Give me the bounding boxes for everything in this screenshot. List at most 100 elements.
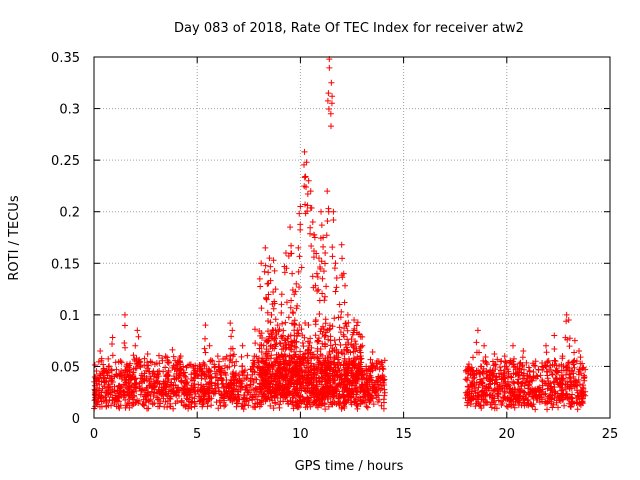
data-point <box>322 371 329 378</box>
data-point <box>544 385 551 392</box>
data-point <box>276 387 283 394</box>
data-point <box>339 350 346 357</box>
data-point <box>493 376 500 383</box>
data-point <box>111 373 118 380</box>
data-point <box>170 405 177 412</box>
data-point <box>296 284 303 291</box>
data-point <box>244 352 251 359</box>
data-point <box>353 372 360 379</box>
data-point <box>278 301 285 308</box>
data-point <box>501 353 508 360</box>
data-point <box>177 353 184 360</box>
data-point <box>321 340 328 347</box>
data-point <box>159 355 166 362</box>
data-point <box>367 385 374 392</box>
data-point <box>232 394 239 401</box>
data-point <box>270 257 277 264</box>
data-point <box>465 361 472 368</box>
data-point <box>314 337 321 344</box>
data-point <box>267 342 274 349</box>
data-point <box>330 208 337 215</box>
data-point <box>151 389 158 396</box>
data-point <box>511 388 518 395</box>
data-point <box>144 365 151 372</box>
data-point <box>324 217 331 224</box>
data-point <box>143 362 150 369</box>
data-point <box>567 379 574 386</box>
data-point <box>303 184 310 191</box>
data-point <box>338 241 345 248</box>
data-point <box>304 396 311 403</box>
data-point <box>314 366 321 373</box>
data-point <box>112 395 119 402</box>
data-point <box>323 378 330 385</box>
data-point <box>262 244 269 251</box>
data-point <box>268 330 275 337</box>
data-point <box>574 406 581 413</box>
data-point <box>360 371 367 378</box>
data-point <box>516 397 523 404</box>
data-point <box>222 355 229 362</box>
data-point <box>369 348 376 355</box>
data-point <box>559 375 566 382</box>
data-point <box>337 341 344 348</box>
data-point <box>564 360 571 367</box>
data-point <box>173 362 180 369</box>
data-point <box>528 401 535 408</box>
data-point <box>294 377 301 384</box>
data-point <box>165 367 172 374</box>
data-point <box>344 364 351 371</box>
data-point <box>155 352 162 359</box>
data-point <box>483 385 490 392</box>
data-point <box>247 383 254 390</box>
data-point <box>205 394 212 401</box>
data-point <box>358 344 365 351</box>
data-point <box>109 334 116 341</box>
data-point <box>235 371 242 378</box>
data-point <box>91 361 98 368</box>
data-point <box>305 379 312 386</box>
data-point <box>265 348 272 355</box>
data-point <box>101 368 108 375</box>
data-point <box>299 378 306 385</box>
data-point <box>358 355 365 362</box>
data-point <box>291 343 298 350</box>
data-point <box>318 258 325 265</box>
data-point <box>252 404 259 411</box>
data-point <box>261 376 268 383</box>
data-point <box>146 382 153 389</box>
data-point <box>558 375 565 382</box>
data-point <box>471 381 478 388</box>
data-point <box>330 359 337 366</box>
data-point <box>114 372 121 379</box>
data-point <box>289 270 296 277</box>
data-point <box>296 372 303 379</box>
data-point <box>362 394 369 401</box>
data-point <box>327 333 334 340</box>
data-point <box>252 340 259 347</box>
data-point <box>191 369 198 376</box>
data-point <box>479 391 486 398</box>
data-point <box>336 301 343 308</box>
data-point <box>480 395 487 402</box>
data-point <box>563 318 570 325</box>
data-point <box>324 188 331 195</box>
data-point <box>129 402 136 409</box>
data-point <box>291 291 298 298</box>
data-point <box>507 373 514 380</box>
data-point <box>231 395 238 402</box>
data-point <box>322 249 329 256</box>
data-point <box>322 316 329 323</box>
data-point <box>222 371 229 378</box>
data-point <box>316 310 323 317</box>
data-point <box>227 381 234 388</box>
data-point <box>196 368 203 375</box>
data-point <box>326 349 333 356</box>
data-point <box>345 361 352 368</box>
data-point <box>238 353 245 360</box>
data-point <box>241 369 248 376</box>
data-point <box>312 387 319 394</box>
data-point <box>221 369 228 376</box>
data-point <box>178 377 185 384</box>
data-point <box>347 390 354 397</box>
